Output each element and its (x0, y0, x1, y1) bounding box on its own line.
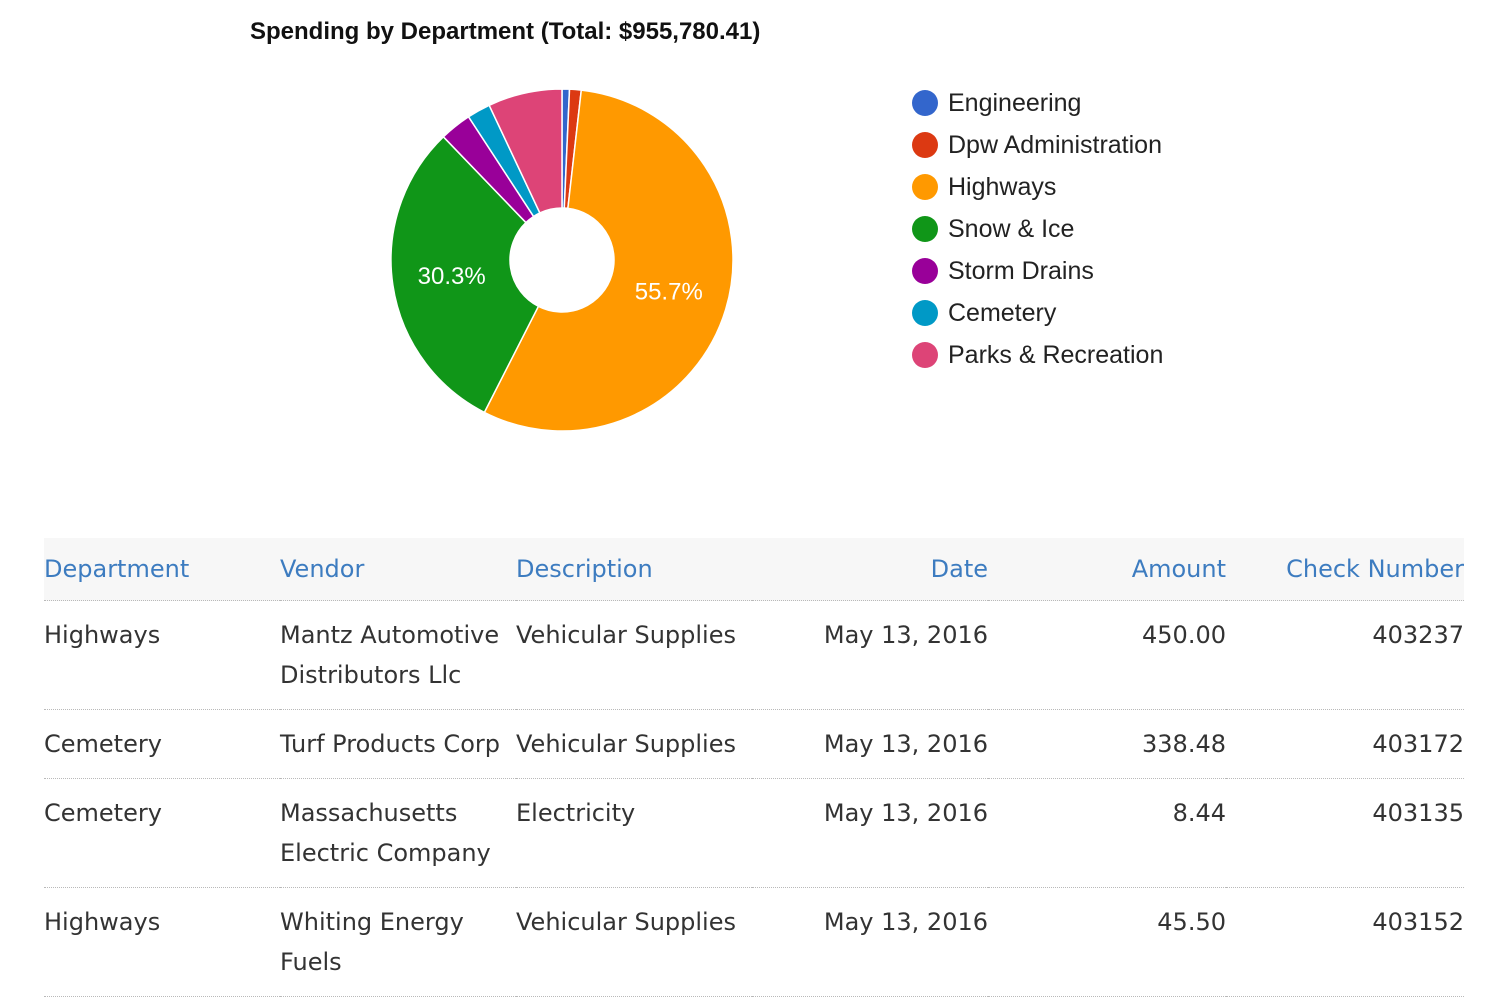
header-vendor[interactable]: Vendor (280, 538, 516, 601)
table-row: Cemetery Turf Products Corp Vehicular Su… (44, 709, 1464, 779)
legend-item-storm-drains[interactable]: Storm Drains (912, 250, 1292, 292)
cell-amount: 45.50 (988, 887, 1226, 997)
cell-vendor: Whiting Energy Fuels (280, 887, 516, 997)
cell-date: May 13, 2016 (752, 709, 988, 779)
legend-swatch-icon (912, 90, 938, 116)
cell-date: May 13, 2016 (752, 887, 988, 997)
header-department[interactable]: Department (44, 538, 280, 601)
cell-description: Vehicular Supplies (516, 709, 752, 779)
spending-table: Department Vendor Description Date Amoun… (44, 538, 1464, 997)
header-description[interactable]: Description (516, 538, 752, 601)
chart-title: Spending by Department (Total: $955,780.… (250, 18, 761, 45)
legend-label: Dpw Administration (948, 130, 1162, 159)
legend-label: Snow & Ice (948, 214, 1075, 243)
cell-date: May 13, 2016 (752, 600, 988, 710)
legend-swatch-icon (912, 342, 938, 368)
cell-check-number: 403135 (1226, 778, 1464, 888)
table-row: Cemetery Massachusetts Electric Company … (44, 778, 1464, 888)
legend-item-parks-recreation[interactable]: Parks & Recreation (912, 334, 1292, 376)
slice-percent-label: 55.7% (635, 279, 703, 306)
legend-swatch-icon (912, 300, 938, 326)
cell-department: Highways (44, 887, 280, 997)
cell-check-number: 403152 (1226, 887, 1464, 997)
cell-check-number: 403237 (1226, 600, 1464, 710)
cell-date: May 13, 2016 (752, 778, 988, 888)
legend-swatch-icon (912, 132, 938, 158)
cell-department: Cemetery (44, 778, 280, 888)
chart-legend: Engineering Dpw Administration Highways … (912, 82, 1292, 376)
legend-item-engineering[interactable]: Engineering (912, 82, 1292, 124)
cell-amount: 8.44 (988, 778, 1226, 888)
table-row: Highways Whiting Energy Fuels Vehicular … (44, 887, 1464, 997)
donut-chart: 55.7% 30.3% (390, 88, 734, 432)
legend-swatch-icon (912, 174, 938, 200)
legend-item-highways[interactable]: Highways (912, 166, 1292, 208)
table-row: Highways Mantz Automotive Distributors L… (44, 600, 1464, 710)
cell-description: Vehicular Supplies (516, 887, 752, 997)
header-check-number[interactable]: Check Number (1226, 538, 1464, 601)
legend-label: Parks & Recreation (948, 340, 1164, 369)
legend-label: Engineering (948, 88, 1082, 117)
cell-amount: 338.48 (988, 709, 1226, 779)
legend-item-snow-ice[interactable]: Snow & Ice (912, 208, 1292, 250)
cell-amount: 450.00 (988, 600, 1226, 710)
table-header-row: Department Vendor Description Date Amoun… (44, 538, 1464, 601)
cell-description: Vehicular Supplies (516, 600, 752, 710)
legend-item-cemetery[interactable]: Cemetery (912, 292, 1292, 334)
cell-vendor: Massachusetts Electric Company (280, 778, 516, 888)
legend-swatch-icon (912, 216, 938, 242)
header-date[interactable]: Date (752, 538, 988, 601)
legend-swatch-icon (912, 258, 938, 284)
legend-label: Highways (948, 172, 1057, 201)
legend-item-dpw-administration[interactable]: Dpw Administration (912, 124, 1292, 166)
pie-slice-highways[interactable] (483, 89, 734, 432)
cell-department: Highways (44, 600, 280, 710)
cell-vendor: Turf Products Corp (280, 709, 516, 779)
cell-description: Electricity (516, 778, 752, 888)
cell-department: Cemetery (44, 709, 280, 779)
cell-check-number: 403172 (1226, 709, 1464, 779)
header-amount[interactable]: Amount (988, 538, 1226, 601)
pie-slice-snow-ice[interactable] (390, 135, 540, 414)
legend-label: Storm Drains (948, 256, 1094, 285)
cell-vendor: Mantz Automotive Distributors Llc (280, 600, 516, 710)
slice-percent-label: 30.3% (418, 263, 486, 290)
pie-slice-parks-recreation[interactable] (488, 88, 563, 214)
legend-label: Cemetery (948, 298, 1057, 327)
